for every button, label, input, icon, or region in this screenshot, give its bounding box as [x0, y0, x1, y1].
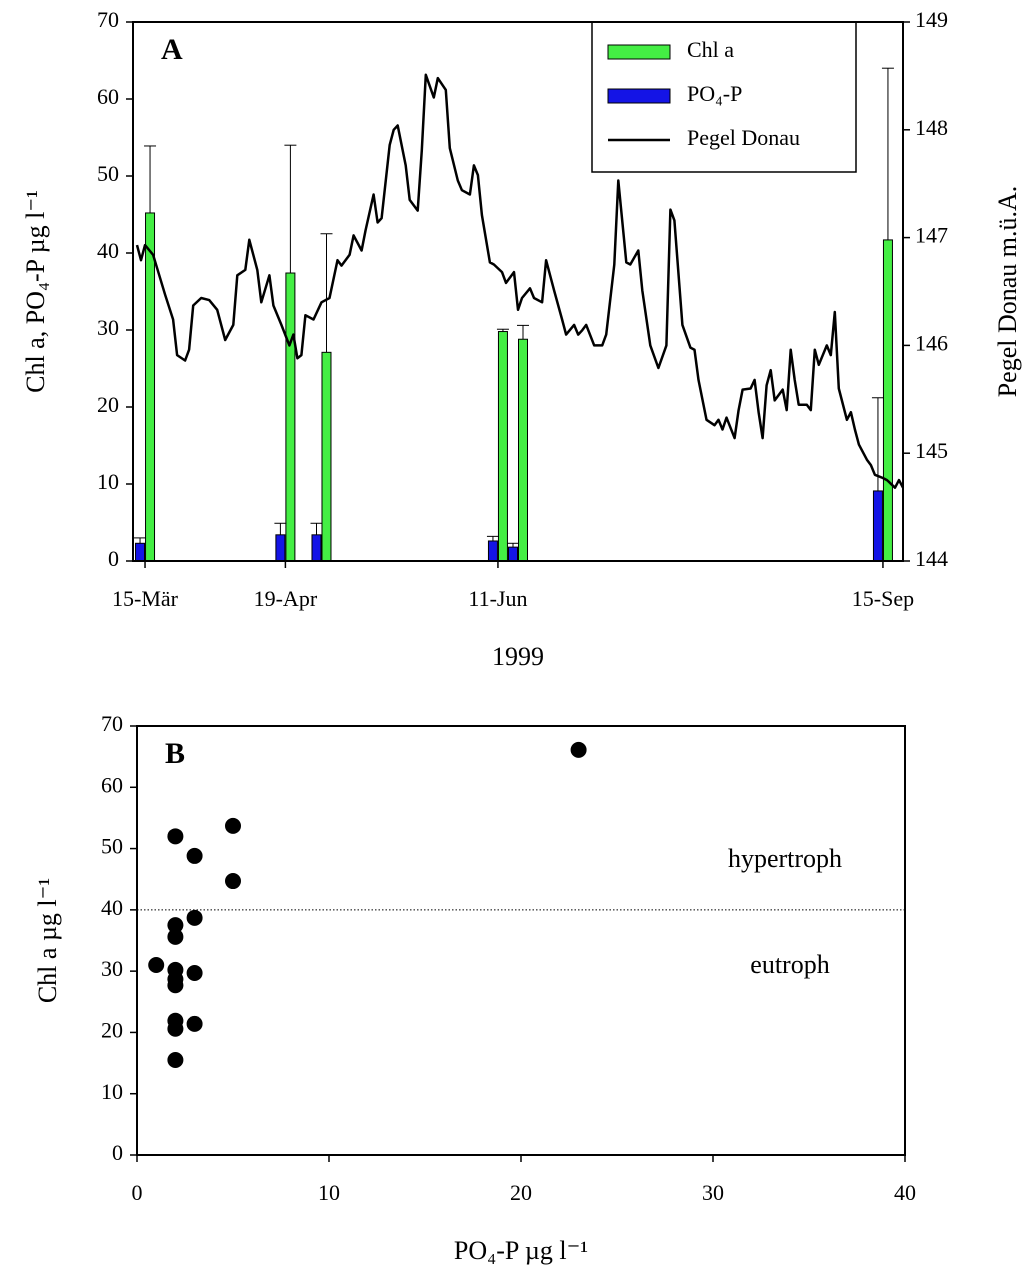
bar: [508, 546, 518, 562]
y-tick-label: 50: [97, 161, 119, 186]
y-tick-label: 70: [97, 7, 119, 32]
bar: [487, 540, 498, 562]
x-axis-label: PO₄-P µg l⁻¹: [454, 1236, 588, 1265]
legend-swatch: [607, 44, 671, 60]
x-tick-label: 30: [702, 1180, 724, 1205]
bar: [872, 490, 883, 562]
plot-frame: [136, 725, 906, 1156]
panel-label: A: [161, 33, 183, 66]
scatter-point: [167, 928, 184, 945]
bar: [145, 212, 156, 562]
y-tick-label: 20: [101, 1017, 123, 1042]
bar: [135, 542, 146, 562]
scatter-point: [167, 977, 184, 994]
x-tick-label: 40: [894, 1180, 916, 1205]
y-tick-label: 10: [97, 469, 119, 494]
annotation: hypertroph: [728, 844, 842, 873]
x-tick-label: 20: [510, 1180, 532, 1205]
bar: [321, 351, 332, 562]
y2-tick-label: 149: [915, 7, 948, 32]
bar: [497, 331, 508, 562]
panel-label: B: [165, 737, 185, 770]
x-tick-label: 10: [318, 1180, 340, 1205]
y2-tick-label: 144: [915, 546, 948, 571]
y-tick-label: 40: [101, 895, 123, 920]
scatter-point: [186, 964, 203, 981]
scatter-point: [570, 741, 587, 758]
bar: [275, 534, 286, 562]
y-tick-label: 70: [101, 711, 123, 736]
annotation: eutroph: [750, 950, 829, 979]
y-tick-label: 0: [112, 1140, 123, 1165]
bar: [285, 272, 296, 562]
y-tick-label: 20: [97, 392, 119, 417]
y-tick-label: 30: [97, 315, 119, 340]
scatter-point: [225, 817, 241, 834]
bar: [882, 239, 893, 562]
y2-axis-label: Pegel Donau m.ü.A.: [993, 186, 1022, 398]
y-axis-label: Chl a µg l⁻¹: [33, 878, 62, 1003]
scatter-point: [186, 1015, 203, 1032]
legend-label: Chl a: [687, 37, 734, 62]
y-tick-label: 60: [101, 772, 123, 797]
line: [135, 73, 905, 489]
y-tick-label: 10: [101, 1079, 123, 1104]
scatter-point: [167, 917, 184, 934]
y-tick-label: 0: [108, 546, 119, 571]
y-tick-label: 50: [101, 834, 123, 859]
y2-tick-label: 148: [915, 115, 948, 140]
y-tick-label: 60: [97, 84, 119, 109]
bar: [518, 338, 528, 562]
bar: [311, 534, 322, 562]
scatter-point: [148, 957, 165, 974]
legend-label: Pegel Donau: [687, 125, 800, 150]
y-tick-label: 40: [97, 238, 119, 263]
y-axis-label: Chl a, PO₄-P µg l⁻¹: [21, 190, 50, 393]
y2-tick-label: 146: [915, 330, 948, 355]
plot-frame: [132, 21, 904, 562]
scatter-point: [186, 847, 203, 864]
x-tick-label: 15-Sep: [852, 586, 914, 611]
scatter-point: [167, 1020, 184, 1037]
legend-label: PO₄-P: [687, 81, 742, 106]
x-tick-label: 0: [132, 1180, 143, 1205]
scatter-point: [167, 828, 184, 845]
scatter-point: [167, 1052, 184, 1069]
y-tick-label: 30: [101, 956, 123, 981]
y2-tick-label: 145: [915, 438, 948, 463]
x-tick-label: 15-Mär: [112, 586, 179, 611]
legend-swatch: [607, 88, 671, 104]
scatter-point: [186, 909, 203, 926]
x-tick-label: 19-Apr: [254, 586, 318, 611]
y2-tick-label: 147: [915, 223, 948, 248]
x-tick-label: 11-Jun: [468, 586, 527, 611]
x-axis-label: 1999: [492, 642, 544, 671]
scatter-point: [225, 873, 241, 890]
